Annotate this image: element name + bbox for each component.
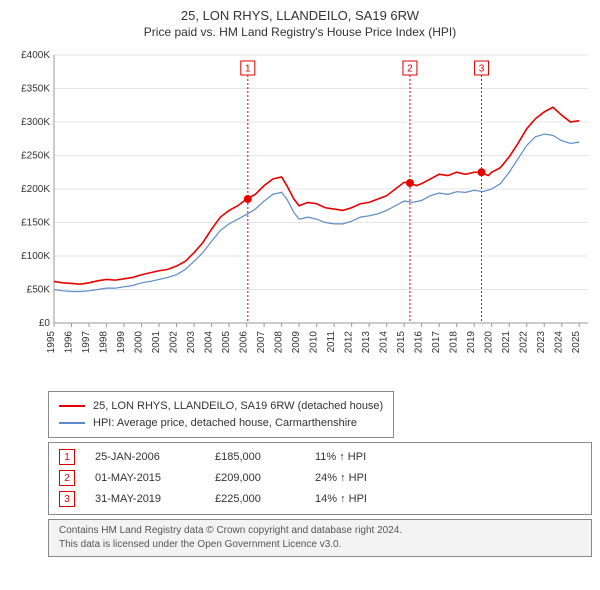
series-hpi	[54, 134, 579, 291]
x-tick-label: 1995	[46, 331, 57, 354]
x-tick-label: 2005	[221, 331, 232, 354]
footer-line: This data is licensed under the Open Gov…	[59, 538, 581, 552]
x-tick-label: 2007	[256, 331, 267, 354]
x-tick-label: 2019	[466, 331, 477, 354]
x-tick-label: 2009	[291, 331, 302, 354]
sale-delta: 11% ↑ HPI	[315, 447, 366, 468]
sale-dot	[406, 179, 414, 187]
x-tick-label: 2010	[309, 331, 320, 354]
sale-date: 25-JAN-2006	[95, 447, 195, 468]
sale-delta: 24% ↑ HPI	[315, 468, 367, 489]
x-tick-label: 2024	[554, 331, 565, 354]
attribution-footer: Contains HM Land Registry data © Crown c…	[48, 519, 592, 557]
x-tick-label: 2017	[431, 331, 442, 354]
x-tick-label: 2015	[396, 331, 407, 354]
legend-swatch	[59, 405, 85, 407]
x-tick-label: 2023	[536, 331, 547, 354]
sale-marker-icon: 2	[59, 470, 75, 486]
x-tick-label: 2020	[484, 331, 495, 354]
sales-table: 1 25-JAN-2006 £185,000 11% ↑ HPI 2 01-MAY-201…	[48, 442, 592, 515]
series-price_paid	[54, 107, 579, 284]
x-tick-label: 2016	[414, 331, 425, 354]
y-tick-label: £50K	[27, 285, 51, 296]
x-tick-label: 2018	[449, 331, 460, 354]
x-tick-label: 1998	[99, 331, 110, 354]
legend-item-hpi: HPI: Average price, detached house, Carm…	[59, 415, 383, 432]
sale-marker-num: 2	[407, 64, 413, 75]
x-tick-label: 2002	[169, 331, 180, 354]
x-tick-label: 2025	[571, 331, 582, 354]
x-tick-label: 1996	[64, 331, 75, 354]
y-tick-label: £200K	[21, 184, 50, 195]
x-tick-label: 2000	[134, 331, 145, 354]
sale-price: £225,000	[215, 489, 295, 510]
y-tick-label: £100K	[21, 251, 50, 262]
sales-row: 2 01-MAY-2015 £209,000 24% ↑ HPI	[59, 468, 581, 489]
y-tick-label: £250K	[21, 151, 50, 162]
chart-subtitle: Price paid vs. HM Land Registry's House …	[8, 25, 592, 39]
sale-dot	[244, 195, 252, 203]
x-tick-label: 2006	[239, 331, 250, 354]
y-tick-label: £300K	[21, 117, 50, 128]
x-tick-label: 2013	[361, 331, 372, 354]
sale-marker-icon: 1	[59, 449, 75, 465]
sale-delta: 14% ↑ HPI	[315, 489, 367, 510]
sales-row: 1 25-JAN-2006 £185,000 11% ↑ HPI	[59, 447, 581, 468]
sales-row: 3 31-MAY-2019 £225,000 14% ↑ HPI	[59, 489, 581, 510]
x-tick-label: 2021	[501, 331, 512, 354]
x-tick-label: 2008	[274, 331, 285, 354]
sale-marker-num: 1	[245, 64, 251, 75]
sale-price: £209,000	[215, 468, 295, 489]
x-tick-label: 2014	[379, 331, 390, 354]
legend-item-price-paid: 25, LON RHYS, LLANDEILO, SA19 6RW (detac…	[59, 398, 383, 415]
chart-container: £0 £50K £100K £150K £200K £250K £300K £350K £400…	[8, 45, 592, 385]
footer-line: Contains HM Land Registry data © Crown c…	[59, 524, 581, 538]
sale-date: 01-MAY-2015	[95, 468, 195, 489]
sale-price: £185,000	[215, 447, 295, 468]
x-tick-label: 2004	[204, 331, 215, 354]
x-tick-label: 1997	[81, 331, 92, 354]
price-chart: £0 £50K £100K £150K £200K £250K £300K £350K £400…	[8, 45, 592, 385]
legend-label: HPI: Average price, detached house, Carm…	[93, 415, 357, 432]
sale-dot	[478, 168, 486, 176]
legend: 25, LON RHYS, LLANDEILO, SA19 6RW (detac…	[48, 391, 394, 438]
y-tick-label: £0	[39, 318, 51, 329]
y-tick-label: £150K	[21, 218, 50, 229]
x-tick-label: 2012	[344, 331, 355, 354]
sale-date: 31-MAY-2019	[95, 489, 195, 510]
x-tick-label: 2003	[186, 331, 197, 354]
x-tick-label: 2001	[151, 331, 162, 354]
y-tick-label: £350K	[21, 84, 50, 95]
x-tick-label: 2022	[519, 331, 530, 354]
x-tick-label: 1999	[116, 331, 127, 354]
sale-marker-num: 3	[479, 64, 485, 75]
x-tick-label: 2011	[326, 331, 337, 353]
legend-label: 25, LON RHYS, LLANDEILO, SA19 6RW (detac…	[93, 398, 383, 415]
legend-swatch	[59, 422, 85, 424]
chart-title: 25, LON RHYS, LLANDEILO, SA19 6RW	[8, 8, 592, 23]
sale-marker-icon: 3	[59, 491, 75, 507]
y-tick-label: £400K	[21, 50, 50, 61]
